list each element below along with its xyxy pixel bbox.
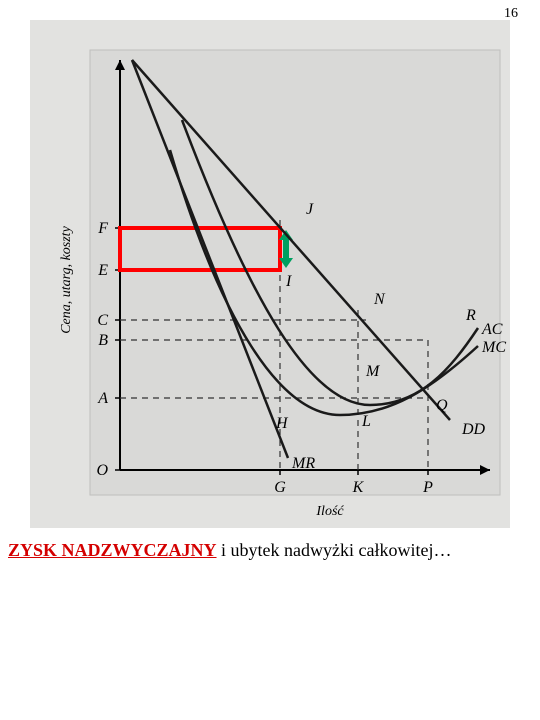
- economics-chart: Cena, utarg, koszty Ilość F E CB A O G K P J I N R M H L…: [30, 20, 510, 528]
- svg-text:R: R: [465, 307, 476, 324]
- svg-text:J: J: [306, 201, 314, 218]
- svg-text:L: L: [361, 413, 371, 430]
- svg-text:I: I: [285, 273, 292, 290]
- svg-text:B: B: [98, 332, 108, 349]
- svg-text:G: G: [274, 479, 286, 496]
- svg-text:Ilość: Ilość: [315, 504, 344, 519]
- caption-rest: i ubytek nadwyżki całkowitej…: [217, 540, 452, 560]
- chart-svg: Cena, utarg, koszty Ilość F E CB A O G K P J I N R M H L…: [30, 20, 510, 528]
- svg-text:Q: Q: [436, 397, 448, 414]
- caption: ZYSK NADZWYCZAJNY i ubytek nadwyżki całk…: [8, 540, 451, 561]
- svg-text:AC: AC: [481, 321, 503, 338]
- svg-text:N: N: [373, 291, 386, 308]
- svg-text:MR: MR: [291, 455, 315, 472]
- svg-text:A: A: [97, 390, 108, 407]
- svg-text:P: P: [422, 479, 433, 496]
- svg-text:O: O: [96, 462, 108, 479]
- svg-text:E: E: [97, 262, 108, 279]
- svg-text:MC: MC: [481, 339, 506, 356]
- svg-text:C: C: [97, 312, 108, 329]
- svg-text:F: F: [97, 220, 108, 237]
- caption-highlight: ZYSK NADZWYCZAJNY: [8, 540, 217, 560]
- svg-text:H: H: [275, 415, 289, 432]
- svg-text:Cena, utarg, koszty: Cena, utarg, koszty: [59, 225, 74, 333]
- svg-text:M: M: [365, 363, 381, 380]
- svg-text:DD: DD: [461, 421, 486, 438]
- svg-text:K: K: [352, 479, 365, 496]
